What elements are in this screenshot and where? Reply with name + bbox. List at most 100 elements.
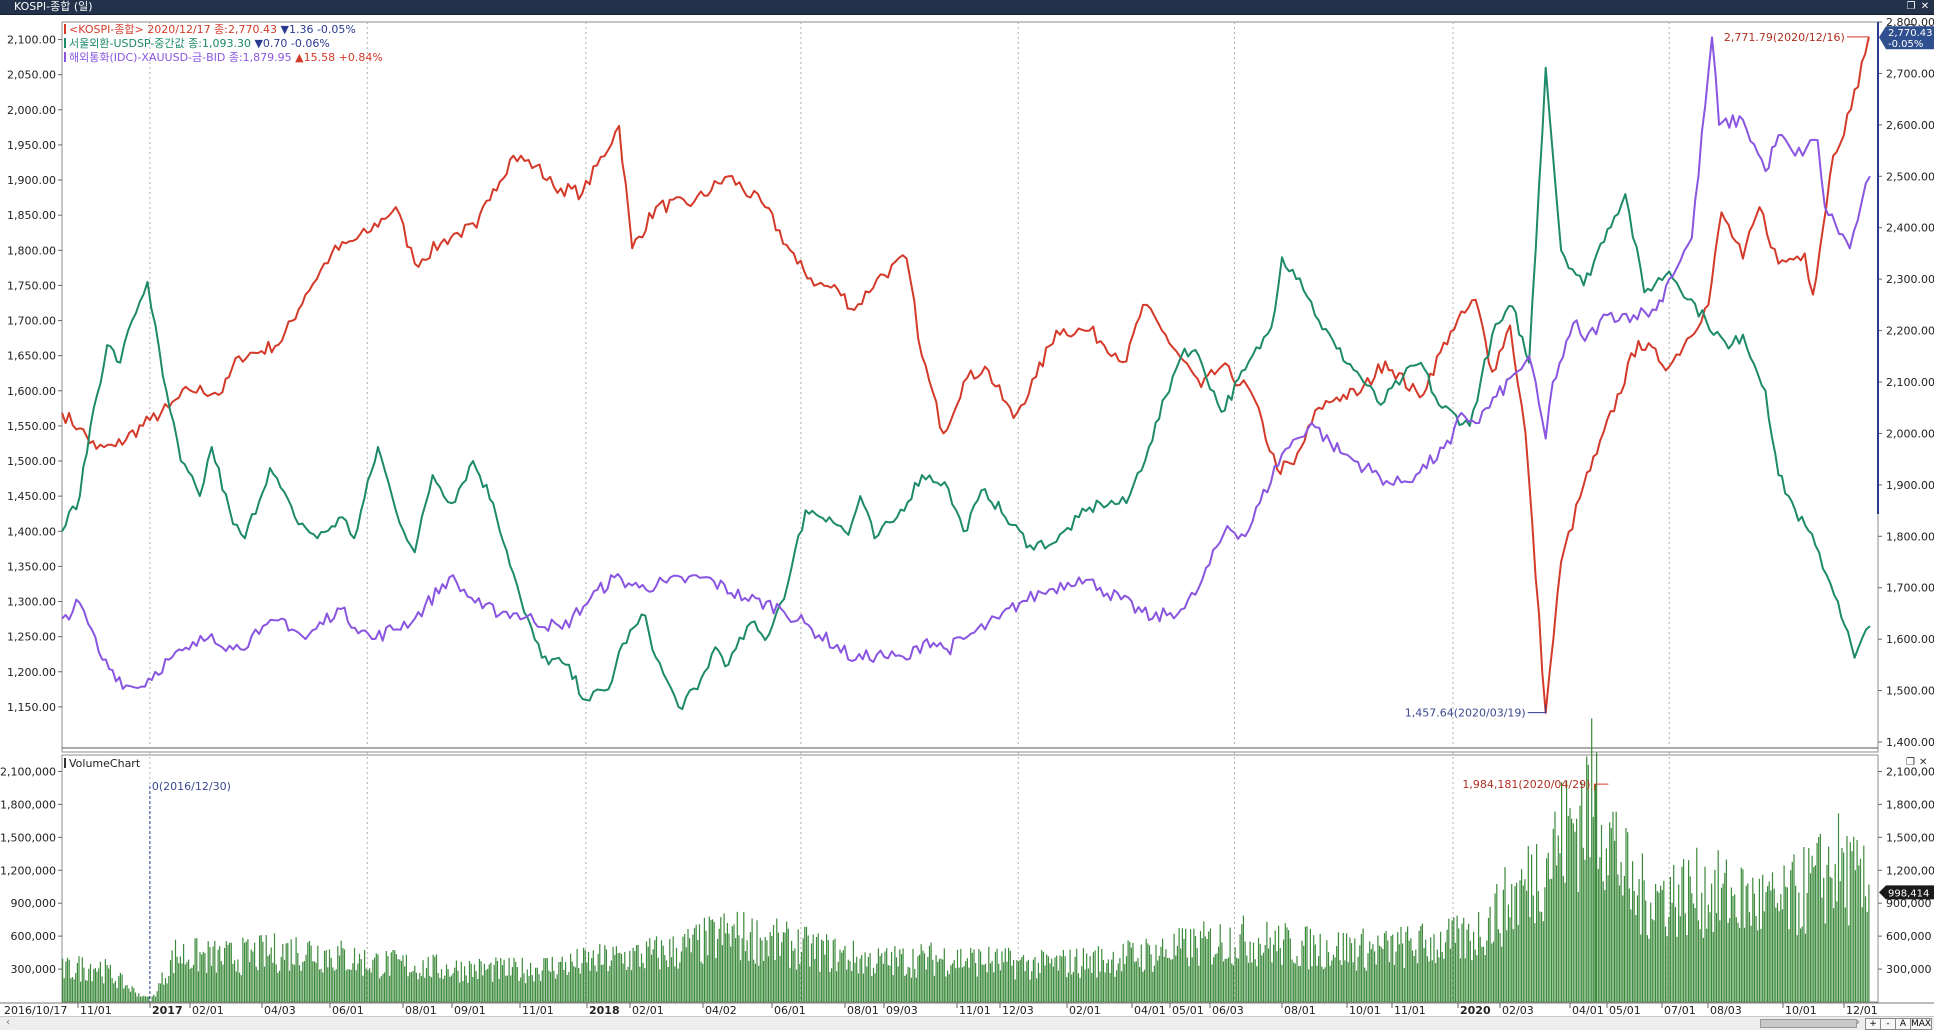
- zoom-out-button[interactable]: -: [1880, 1018, 1896, 1030]
- volume-bar: [1211, 964, 1213, 1002]
- close-icon[interactable]: ✕: [1920, 1, 1930, 12]
- volume-bar: [1124, 964, 1126, 1002]
- volume-bar: [764, 937, 766, 1002]
- volume-bar: [861, 954, 863, 1002]
- horizontal-scrollbar[interactable]: ‹ › + - A MAX: [0, 1016, 1934, 1030]
- volume-bar: [285, 943, 287, 1002]
- volume-bar: [496, 961, 499, 1002]
- volume-bar: [1868, 884, 1870, 1002]
- volume-bar: [297, 953, 299, 1002]
- volume-bar: [245, 941, 247, 1002]
- x-tick-label: 02/01: [1069, 1004, 1101, 1016]
- volume-bar: [1444, 942, 1447, 1002]
- volume-bar: [501, 965, 504, 1002]
- volume-bar: [1846, 836, 1848, 1002]
- volume-bar: [1204, 936, 1206, 1002]
- volume-bar: [1354, 938, 1356, 1002]
- volume-panel-close-icon[interactable]: ✕: [1919, 757, 1927, 768]
- volume-bar: [758, 965, 760, 1002]
- volume-tick-label: 2,100,000: [1886, 765, 1934, 778]
- volume-bar: [533, 981, 535, 1002]
- volume-bar: [1496, 883, 1498, 1002]
- volume-bar: [1001, 951, 1003, 1002]
- volume-bar: [1405, 931, 1407, 1002]
- volume-bar: [278, 970, 281, 1002]
- restore-window-icon[interactable]: ❐: [1906, 1, 1916, 12]
- scroll-right-arrow-icon[interactable]: ›: [1856, 1017, 1860, 1028]
- volume-bar: [789, 967, 791, 1002]
- price-series: [61, 36, 1871, 714]
- volume-bar: [1511, 883, 1513, 1002]
- volume-bar: [1029, 979, 1031, 1002]
- volume-bar: [1274, 930, 1276, 1002]
- volume-bar: [400, 960, 402, 1002]
- max-button[interactable]: MAX: [1910, 1018, 1932, 1030]
- zoom-in-button[interactable]: +: [1865, 1018, 1881, 1030]
- volume-bar: [508, 958, 510, 1002]
- volume-bar: [1704, 866, 1706, 1002]
- volume-bar: [380, 976, 382, 1002]
- legend-swatch-usd: [64, 38, 66, 48]
- volume-bar: [1062, 950, 1064, 1002]
- volume-tick-label: 600,000: [1886, 930, 1932, 943]
- right-tick-label: 1,600.00: [1886, 633, 1934, 646]
- volume-bar: [515, 961, 517, 1002]
- volume-bar: [154, 996, 157, 1002]
- volume-bar: [1334, 957, 1336, 1002]
- volume-bar: [1709, 912, 1711, 1002]
- scroll-thumb[interactable]: [1760, 1019, 1857, 1028]
- volume-bar: [1770, 890, 1772, 1002]
- volume-bar: [1612, 811, 1614, 1002]
- volume-bar: [429, 975, 431, 1002]
- left-tick-label: 1,600.00: [7, 385, 56, 398]
- kospi-high-label: 2,771.79(2020/12/16): [1724, 31, 1845, 44]
- volume-bar: [1261, 955, 1263, 1002]
- volume-bar: [817, 933, 819, 1002]
- volume-bar: [1814, 865, 1816, 1002]
- volume-bar: [902, 948, 904, 1002]
- volume-bar: [756, 920, 758, 1002]
- volume-bar: [826, 934, 828, 1002]
- volume-bar: [328, 949, 331, 1002]
- volume-bar: [645, 941, 648, 1002]
- volume-bar: [1564, 882, 1566, 1002]
- left-tick-label: 1,300.00: [7, 596, 56, 609]
- volume-bar: [355, 970, 357, 1002]
- volume-bar: [1697, 920, 1699, 1002]
- volume-bar: [1430, 937, 1432, 1002]
- volume-bar: [1617, 874, 1619, 1002]
- volume-bar: [1072, 971, 1074, 1002]
- volume-bar: [1106, 963, 1108, 1002]
- volume-bar: [367, 969, 369, 1002]
- volume-panel-restore-icon[interactable]: ❐: [1906, 757, 1915, 768]
- right-tick-label: 2,600.00: [1886, 119, 1934, 132]
- volume-bar: [410, 972, 412, 1002]
- volume-bar: [1264, 945, 1266, 1002]
- volume-bar: [1474, 949, 1476, 1002]
- volume-bar: [1727, 922, 1729, 1002]
- volume-bar: [1311, 966, 1313, 1002]
- volume-bar: [1691, 893, 1693, 1002]
- volume-bar: [352, 963, 354, 1002]
- scroll-left-arrow-icon[interactable]: ‹: [6, 1017, 10, 1028]
- volume-bar: [412, 970, 414, 1002]
- volume-bar: [525, 983, 527, 1002]
- volume-bar: [1342, 932, 1344, 1002]
- volume-bar: [1281, 964, 1283, 1002]
- volume-bar: [1686, 935, 1688, 1002]
- volume-bar: [1661, 889, 1663, 1002]
- volume-bar: [1651, 919, 1653, 1002]
- volume-bar: [404, 966, 406, 1002]
- volume-bar: [212, 946, 214, 1002]
- volume-bar: [1252, 942, 1255, 1002]
- volume-tick-label: 1,500,000: [0, 831, 56, 844]
- volume-bar: [821, 939, 823, 1002]
- volume-bar: [250, 949, 252, 1002]
- x-tick-label: 05/01: [1172, 1004, 1204, 1016]
- volume-bar: [1610, 828, 1612, 1002]
- x-tick-label: 04/01: [1134, 1004, 1166, 1016]
- volume-bar: [1446, 929, 1448, 1002]
- volume-bar: [460, 961, 462, 1002]
- reset-button[interactable]: A: [1895, 1018, 1911, 1030]
- volume-bar: [168, 976, 170, 1002]
